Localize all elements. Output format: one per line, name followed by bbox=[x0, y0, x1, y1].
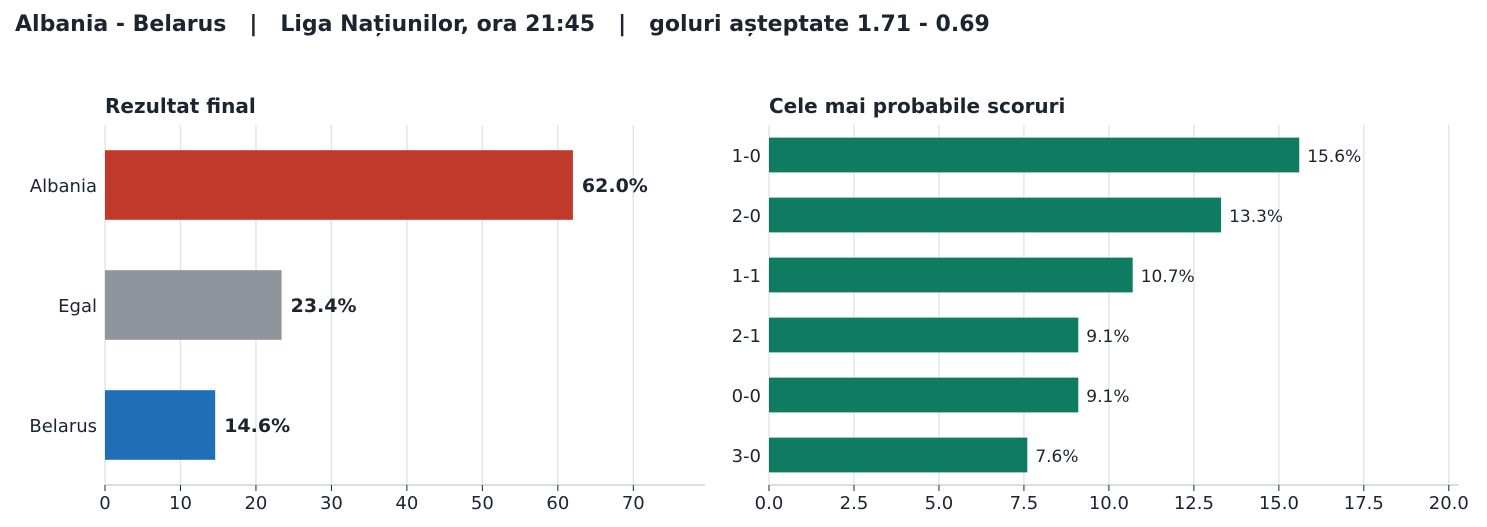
score-x-tick-label: 7.5 bbox=[1010, 493, 1039, 514]
score-category-label: 1-1 bbox=[732, 266, 761, 287]
score-bar-1-1 bbox=[769, 257, 1133, 293]
score-data-label: 13.3% bbox=[1229, 207, 1283, 227]
score-data-label: 15.6% bbox=[1307, 147, 1361, 167]
score-data-label: 7.6% bbox=[1035, 447, 1078, 467]
score-bar-0-0 bbox=[769, 377, 1079, 413]
score-x-tick-label: 2.5 bbox=[840, 493, 869, 514]
outcome-x-tick-label: 40 bbox=[395, 493, 418, 514]
score-bar-3-0 bbox=[769, 437, 1028, 473]
outcome-data-label: 14.6% bbox=[224, 415, 290, 437]
outcome-x-tick-label: 0 bbox=[99, 493, 110, 514]
score-x-tick-label: 10.0 bbox=[1089, 493, 1129, 514]
score-data-label: 10.7% bbox=[1141, 267, 1195, 287]
score-category-label: 3-0 bbox=[732, 446, 761, 467]
outcome-x-tick-label: 70 bbox=[622, 493, 645, 514]
outcome-x-tick-label: 20 bbox=[244, 493, 267, 514]
score-x-tick-label: 15.0 bbox=[1259, 493, 1299, 514]
score-x-tick-label: 20.0 bbox=[1429, 493, 1469, 514]
outcome-x-tick-label: 50 bbox=[471, 493, 494, 514]
outcome-bar-Albania bbox=[105, 150, 573, 220]
outcome-category-label: Egal bbox=[58, 296, 97, 317]
score-category-label: 0-0 bbox=[732, 386, 761, 407]
score-bar-1-0 bbox=[769, 137, 1300, 173]
outcome-data-label: 62.0% bbox=[582, 175, 648, 197]
outcome-bar-Egal bbox=[105, 270, 282, 340]
score-category-label: 1-0 bbox=[732, 146, 761, 167]
score-bar-2-0 bbox=[769, 197, 1222, 233]
score-chart-title: Cele mai probabile scoruri bbox=[769, 94, 1065, 118]
outcome-data-label: 23.4% bbox=[291, 295, 357, 317]
outcome-x-tick-label: 60 bbox=[546, 493, 569, 514]
outcome-x-tick-label: 10 bbox=[169, 493, 192, 514]
score-x-tick-label: 12.5 bbox=[1174, 493, 1214, 514]
score-category-label: 2-1 bbox=[732, 326, 761, 347]
outcome-category-label: Albania bbox=[30, 176, 97, 197]
score-x-tick-label: 5.0 bbox=[925, 493, 954, 514]
page-title: Albania - Belarus | Liga Națiunilor, ora… bbox=[15, 12, 990, 37]
outcome-x-tick-label: 30 bbox=[320, 493, 343, 514]
score-x-tick-label: 0.0 bbox=[755, 493, 784, 514]
score-x-tick-label: 17.5 bbox=[1344, 493, 1384, 514]
score-data-label: 9.1% bbox=[1086, 387, 1129, 407]
score-data-label: 9.1% bbox=[1086, 327, 1129, 347]
outcome-bar-Belarus bbox=[105, 390, 216, 460]
outcome-category-label: Belarus bbox=[29, 416, 97, 437]
score-bar-2-1 bbox=[769, 317, 1079, 353]
outcome-chart-title: Rezultat final bbox=[105, 94, 256, 118]
score-category-label: 2-0 bbox=[732, 206, 761, 227]
